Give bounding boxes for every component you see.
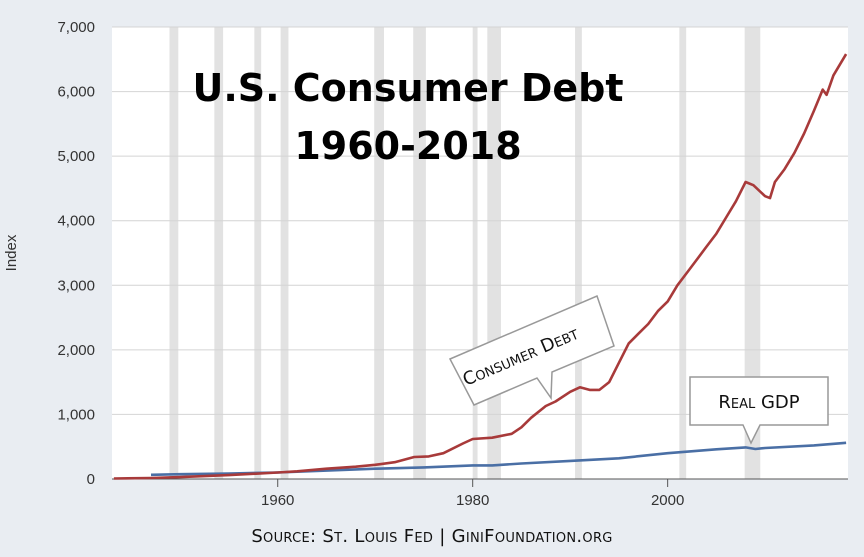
chart-title-line2: 1960-2018 [294,124,521,168]
recession-band-10 [744,27,761,479]
y-tick-label: 6,000 [57,84,95,101]
callout-real-gdp: Real GDP [689,376,829,445]
recession-band-0 [169,27,179,479]
y-axis-ticks: 0 1,000 2,000 3,000 4,000 5,000 6,000 7,000 [57,19,95,488]
y-tick-label: 1,000 [57,406,95,423]
y-tick-label: 3,000 [57,277,95,294]
recession-band-9 [679,27,687,479]
x-tick-label: 1980 [456,492,489,509]
recession-band-6 [472,27,478,479]
x-tick-label: 2000 [651,492,684,509]
x-axis-ticks: 1960 1980 2000 [261,479,684,509]
recession-band-4 [374,27,384,479]
chart: 0 1,000 2,000 3,000 4,000 5,000 6,000 7,000 196… [3,19,848,509]
source-caption: Source: St. Louis Fed | GiniFoundation.o… [251,526,613,547]
callout-real-gdp-label: Real GDP [718,392,799,413]
series-line-consumer-debt [113,53,848,480]
y-tick-label: 5,000 [57,148,95,165]
x-tick-label: 1960 [261,492,294,509]
recession-band-3 [280,27,289,479]
y-tick-label: 4,000 [57,213,95,230]
y-tick-label: 7,000 [57,19,95,36]
recession-band-2 [254,27,262,479]
y-tick-label: 0 [87,471,95,488]
series-lines [113,53,848,480]
recession-band-8 [575,27,582,479]
recession-band-1 [214,27,224,479]
y-tick-label: 2,000 [57,342,95,359]
recession-band-5 [413,27,426,479]
chart-title-line1: U.S. Consumer Debt [192,66,623,110]
y-axis-label: Index [3,234,20,271]
